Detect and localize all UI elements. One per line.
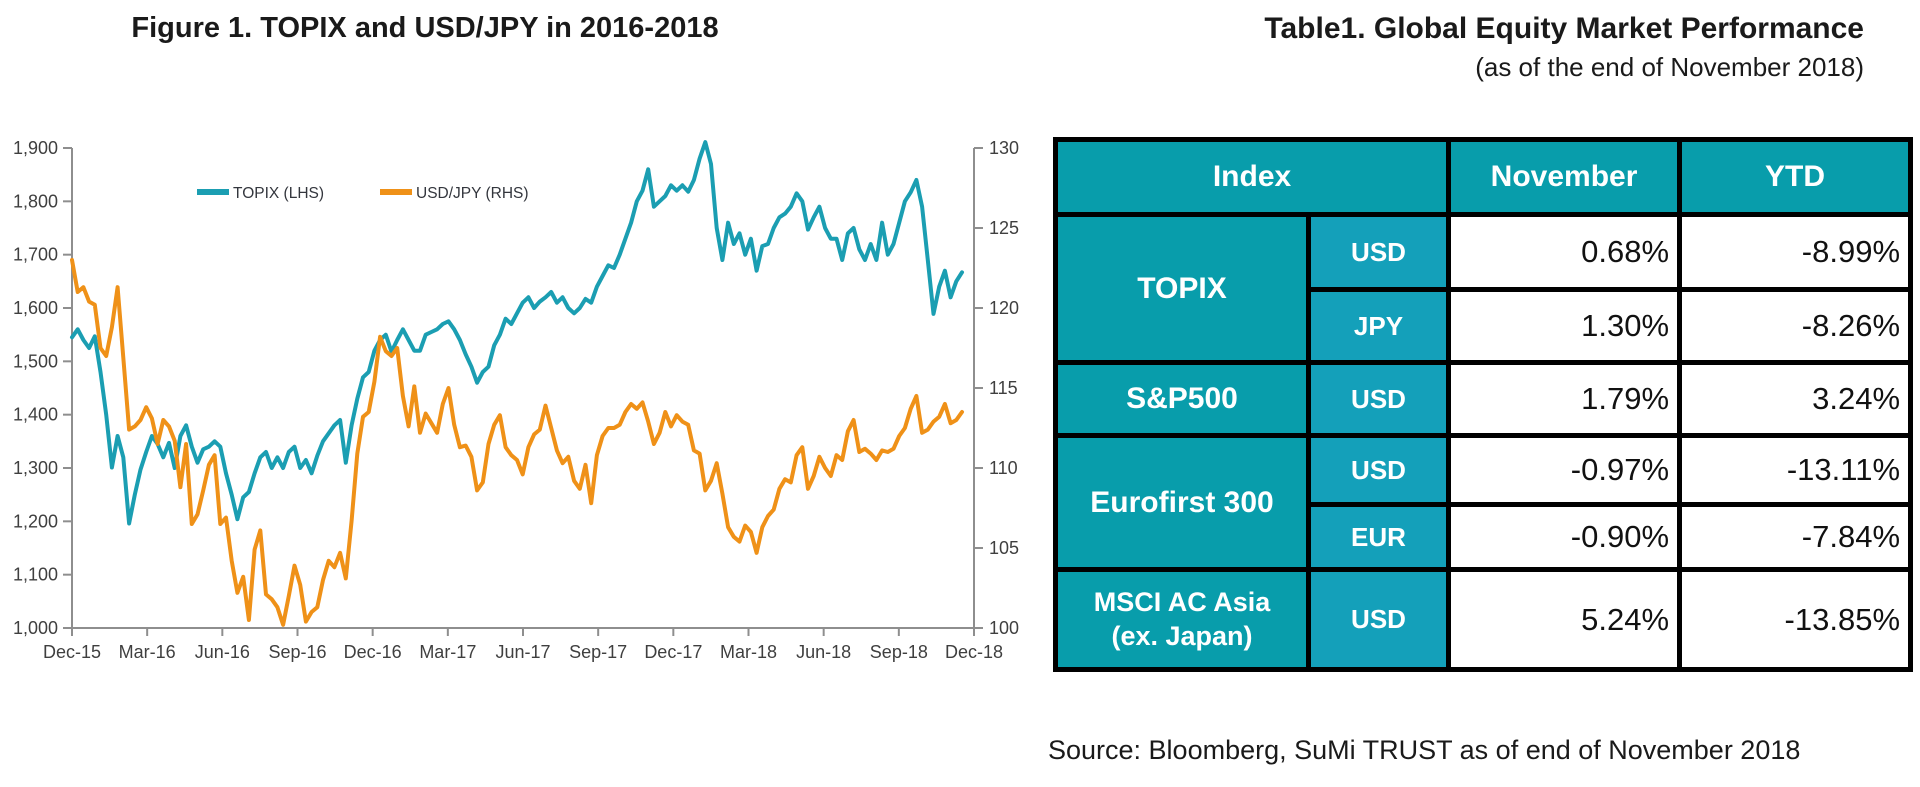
- cell-msci-usd-ytd: -13.85%: [1677, 567, 1914, 672]
- table-row: MSCI AC Asia (ex. Japan) USD 5.24% -13.8…: [1053, 567, 1914, 672]
- cell-sp500-label: S&P500: [1053, 360, 1311, 438]
- figure-title: Figure 1. TOPIX and USD/JPY in 2016-2018: [131, 12, 719, 44]
- cell-msci-label-line2: (ex. Japan): [1111, 620, 1253, 651]
- svg-text:Jun-18: Jun-18: [796, 642, 851, 662]
- topix-line: [70, 140, 964, 526]
- svg-text:1,000: 1,000: [13, 618, 58, 638]
- svg-text:105: 105: [989, 538, 1019, 558]
- table-row: JPY 1.30% -8.26%: [1056, 287, 1914, 365]
- svg-text:120: 120: [989, 298, 1019, 318]
- cell-sp500-usd-ytd: 3.24%: [1677, 360, 1914, 438]
- svg-text:Sep-16: Sep-16: [268, 642, 326, 662]
- svg-text:110: 110: [989, 458, 1018, 478]
- svg-text:Dec-18: Dec-18: [945, 642, 1003, 662]
- cell-topix-label: TOPIX: [1053, 212, 1311, 365]
- cell-sp500-usd-currency: USD: [1305, 360, 1452, 438]
- cell-topix-jpy-ytd: -8.26%: [1677, 287, 1914, 365]
- svg-text:Dec-16: Dec-16: [344, 642, 402, 662]
- cell-topix-usd-november: 0.68%: [1446, 212, 1683, 292]
- svg-text:Mar-18: Mar-18: [720, 642, 777, 662]
- table-row: TOPIX USD 0.68% -8.99%: [1053, 212, 1914, 365]
- svg-text:130: 130: [989, 138, 1019, 158]
- cell-topix-usd-currency: USD: [1305, 212, 1452, 292]
- header-november: November: [1446, 137, 1683, 217]
- cell-eurofirst-eur-november: -0.90%: [1446, 502, 1683, 572]
- cell-eurofirst-label: Eurofirst 300: [1053, 433, 1311, 572]
- table-header-row: Index November YTD: [1052, 137, 1914, 217]
- header-ytd: YTD: [1677, 137, 1914, 217]
- svg-text:1,100: 1,100: [13, 565, 58, 585]
- cell-eurofirst-usd-currency: USD: [1305, 433, 1452, 507]
- table-subtitle: (as of the end of November 2018): [1475, 52, 1864, 82]
- source-note: Source: Bloomberg, SuMi TRUST as of end …: [1048, 735, 1801, 765]
- svg-text:Dec-15: Dec-15: [43, 642, 101, 662]
- cell-eurofirst-usd-november: -0.97%: [1446, 433, 1683, 507]
- table-block: Table1. Global Equity Market Performance…: [1020, 0, 1920, 787]
- svg-text:Sep-17: Sep-17: [569, 642, 627, 662]
- cell-eurofirst-eur-ytd: -7.84%: [1677, 502, 1914, 572]
- cell-msci-label: MSCI AC Asia (ex. Japan): [1053, 567, 1311, 672]
- cell-topix-usd-ytd: -8.99%: [1677, 212, 1914, 292]
- svg-text:1,500: 1,500: [13, 351, 58, 371]
- cell-topix-jpy-currency: JPY: [1305, 287, 1452, 365]
- table-row: S&P500 USD 1.79% 3.24%: [1053, 360, 1914, 438]
- svg-text:100: 100: [989, 618, 1019, 638]
- cell-sp500-usd-november: 1.79%: [1446, 360, 1683, 438]
- svg-text:Jun-16: Jun-16: [195, 642, 250, 662]
- svg-text:115: 115: [989, 378, 1018, 398]
- cell-eurofirst-usd-ytd: -13.11%: [1677, 433, 1914, 507]
- svg-text:Jun-17: Jun-17: [495, 642, 550, 662]
- table-row: EUR -0.90% -7.84%: [1056, 502, 1914, 572]
- svg-text:1,900: 1,900: [13, 138, 58, 158]
- legend-label: USD/JPY (RHS): [416, 185, 529, 202]
- cell-topix-jpy-november: 1.30%: [1446, 287, 1683, 365]
- topix-usdjpy-chart-svg: 1,000 1,100 1,200 1,300 1,400 1,500 1,600 1,700…: [13, 138, 1019, 662]
- svg-text:Mar-16: Mar-16: [119, 642, 176, 662]
- figure1-chart: 1,000 1,100 1,200 1,300 1,400 1,500 1,600 1,700…: [0, 0, 1020, 690]
- cell-msci-usd-november: 5.24%: [1446, 567, 1683, 672]
- legend-label: TOPIX (LHS): [233, 185, 324, 202]
- cell-eurofirst-eur-currency: EUR: [1305, 502, 1452, 572]
- header-index: Index: [1052, 137, 1452, 217]
- cell-msci-label-line1: MSCI AC Asia: [1093, 586, 1271, 617]
- performance-table: Index November YTD TOPIX USD 0.68% -8.99…: [1052, 137, 1914, 672]
- svg-text:1,600: 1,600: [13, 298, 58, 318]
- svg-text:125: 125: [989, 218, 1019, 238]
- svg-text:1,800: 1,800: [13, 191, 58, 211]
- svg-text:1,200: 1,200: [13, 511, 58, 531]
- svg-text:Dec-17: Dec-17: [644, 642, 702, 662]
- svg-text:Sep-18: Sep-18: [870, 642, 928, 662]
- svg-text:1,300: 1,300: [13, 458, 58, 478]
- usdjpy-line: [70, 258, 964, 627]
- svg-text:1,400: 1,400: [13, 405, 58, 425]
- cell-msci-usd-currency: USD: [1305, 567, 1452, 672]
- svg-text:1,700: 1,700: [13, 245, 58, 265]
- table-title: Table1. Global Equity Market Performance: [1264, 12, 1864, 45]
- svg-text:Mar-17: Mar-17: [419, 642, 476, 662]
- table-row: Eurofirst 300 USD -0.97% -13.11%: [1053, 433, 1914, 572]
